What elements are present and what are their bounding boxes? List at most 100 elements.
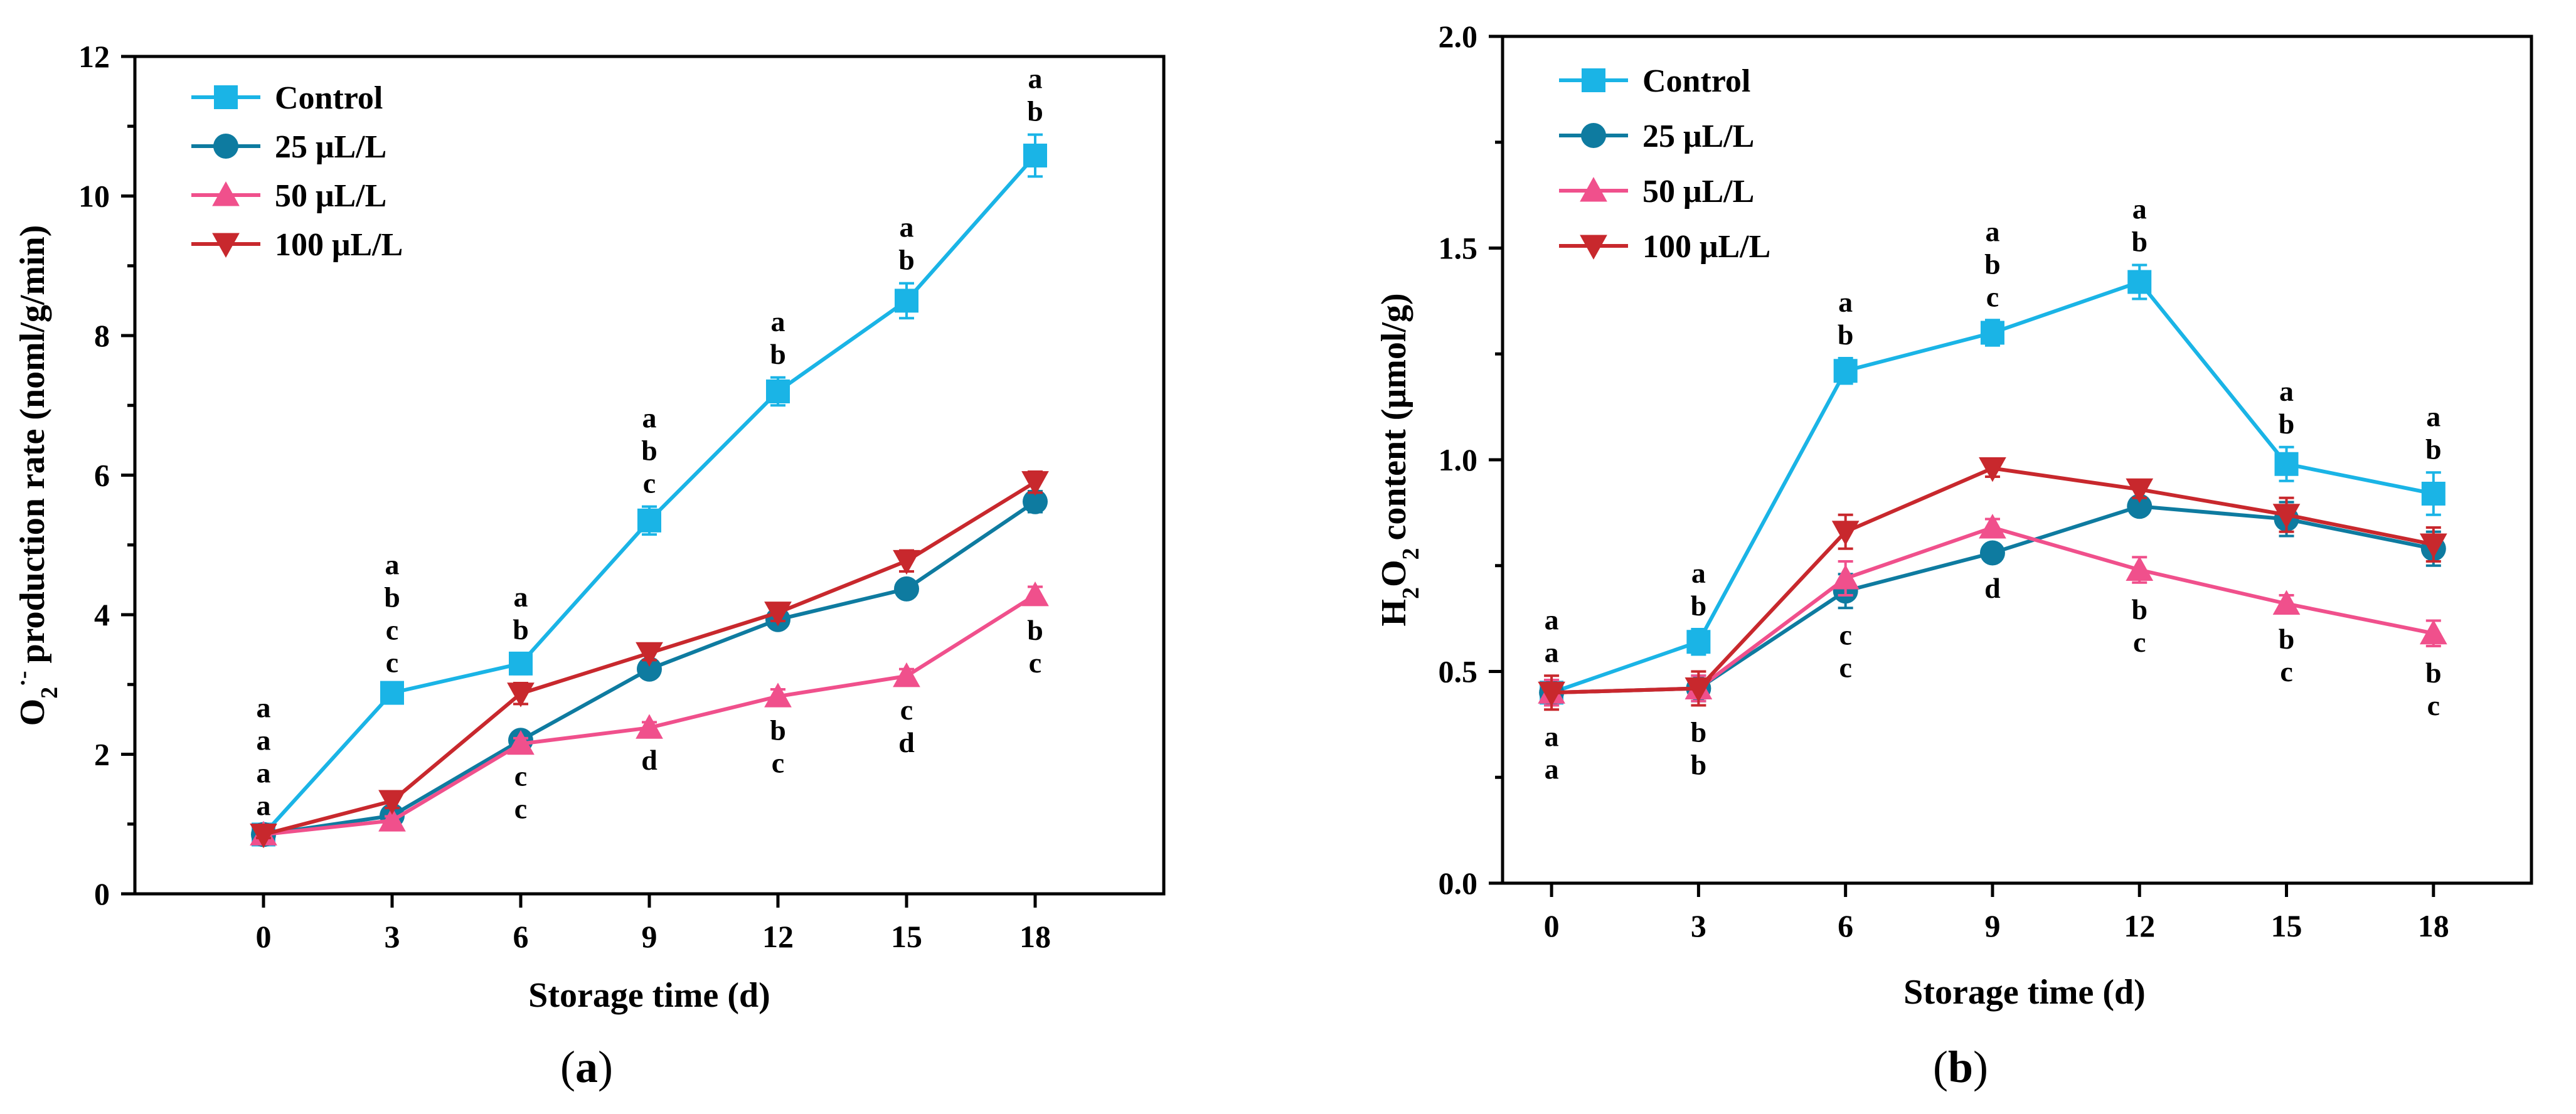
- x-tick-label: 0: [256, 919, 272, 954]
- data-point: [250, 823, 277, 849]
- data-point: [2127, 494, 2153, 519]
- legend-b: Control 25 μL/L 50 μL/L 100 μL/L: [1559, 63, 1770, 265]
- x-tick-label: 15: [2271, 908, 2302, 943]
- significance-letter: b: [1027, 614, 1043, 646]
- x-tick-label: 18: [1019, 919, 1051, 954]
- significance-letter: c: [514, 760, 527, 792]
- y-tick-label: 1.0: [1439, 442, 1478, 477]
- chart-panel-b: 0 3 6 9 12 15 180.00.51.01.52.0 aaaaabbbabccab…: [1375, 19, 2533, 1092]
- data-point: [380, 681, 404, 705]
- significance-letter: b: [641, 435, 657, 467]
- y-axis-title-a: O2·-production rate (noml/g/min): [10, 225, 63, 726]
- y-tick-label: 1.5: [1439, 231, 1478, 266]
- significance-letter: a: [514, 581, 528, 613]
- significance-letter: c: [1839, 651, 1851, 683]
- x-tick-label: 6: [513, 919, 529, 954]
- legend-label: Control: [275, 80, 383, 116]
- legend-marker: [214, 85, 238, 109]
- x-tick-label: 3: [1691, 908, 1706, 943]
- legend-label: 25 μL/L: [1642, 119, 1754, 154]
- x-tick-label: 15: [891, 919, 922, 954]
- y-tick-label: 0.5: [1439, 654, 1478, 689]
- legend-label: 50 μL/L: [275, 178, 386, 214]
- significance-letter: b: [770, 714, 786, 746]
- data-point: [893, 549, 920, 575]
- data-point: [1538, 681, 1565, 707]
- legend-marker: [1580, 177, 1607, 202]
- significance-letter: c: [386, 613, 398, 645]
- significance-letter: a: [2132, 193, 2147, 225]
- y-tick-label: 12: [78, 39, 110, 74]
- data-point: [1979, 514, 2006, 539]
- significance-letter: a: [1545, 603, 1559, 635]
- significance-letter: c: [1839, 618, 1851, 650]
- legend-marker: [1582, 68, 1605, 92]
- data-point: [2272, 590, 2301, 615]
- data-point: [764, 682, 792, 708]
- significance-letter: d: [1984, 572, 2001, 604]
- data-point: [1023, 489, 1048, 514]
- legend-label: 100 μL/L: [1642, 229, 1770, 265]
- significance-letter: b: [770, 338, 786, 370]
- legend-label: 50 μL/L: [1642, 174, 1754, 210]
- legend-marker: [212, 233, 240, 258]
- significance-letter: c: [772, 746, 784, 778]
- significance-letter: c: [900, 694, 913, 726]
- significance-letter: b: [1691, 716, 1707, 748]
- significance-letter: a: [1691, 557, 1706, 589]
- y-tick-label: 0: [94, 876, 110, 911]
- data-point: [764, 602, 792, 627]
- data-point: [1833, 359, 1858, 383]
- significance-letter: a: [2279, 375, 2294, 407]
- data-point: [2127, 270, 2152, 294]
- data-point: [893, 662, 920, 687]
- data-point: [1021, 581, 1049, 607]
- y-tick-label: 6: [94, 458, 110, 493]
- significance-letter: c: [514, 793, 527, 825]
- y-tick-label: 2: [94, 737, 110, 772]
- data-point: [636, 642, 663, 667]
- data-point: [1831, 521, 1860, 546]
- panel-label-b: (b): [1933, 1042, 1988, 1092]
- data-point: [378, 807, 406, 832]
- data-point: [2419, 619, 2447, 645]
- data-point: [1021, 471, 1049, 496]
- significance-letter: c: [2133, 626, 2146, 658]
- axis-ticks-b: 0 3 6 9 12 15 18 0.0 0.5 1.0 1.5 2.0: [1439, 19, 2449, 943]
- data-point: [894, 576, 919, 602]
- significance-letter: a: [771, 305, 785, 337]
- series-layer-a: [250, 133, 1049, 849]
- significance-letter: a: [257, 790, 271, 822]
- data-point: [2272, 504, 2301, 529]
- y-tick-label: 8: [94, 318, 110, 353]
- data-point: [2126, 556, 2154, 581]
- data-point: [637, 508, 661, 533]
- legend-label: 100 μL/L: [275, 227, 403, 263]
- data-point: [1685, 677, 1713, 703]
- data-point: [766, 379, 790, 403]
- significance-letter: c: [1986, 280, 1999, 312]
- x-tick-label: 9: [642, 919, 657, 954]
- y-tick-label: 2.0: [1439, 19, 1478, 54]
- x-tick-label: 18: [2418, 908, 2449, 943]
- x-tick-label: 0: [1544, 908, 1560, 943]
- significance-letter: a: [1028, 63, 1043, 95]
- significance-letter: b: [1027, 95, 1043, 127]
- legend-label: Control: [1642, 63, 1750, 99]
- significance-letter: a: [1545, 753, 1559, 785]
- significance-letter: a: [1545, 636, 1559, 668]
- data-point: [507, 682, 535, 708]
- axis-ticks-a: 0 3 6 9 12 15 18 0 2 4 6 8 10 12: [78, 39, 1051, 954]
- data-point: [1979, 540, 2005, 566]
- significance-letter: c: [643, 467, 656, 499]
- significance-letter: a: [2426, 400, 2440, 432]
- significance-letter: a: [257, 724, 271, 756]
- data-point: [378, 790, 406, 815]
- significance-letter: b: [2279, 623, 2295, 655]
- data-point: [2126, 478, 2154, 504]
